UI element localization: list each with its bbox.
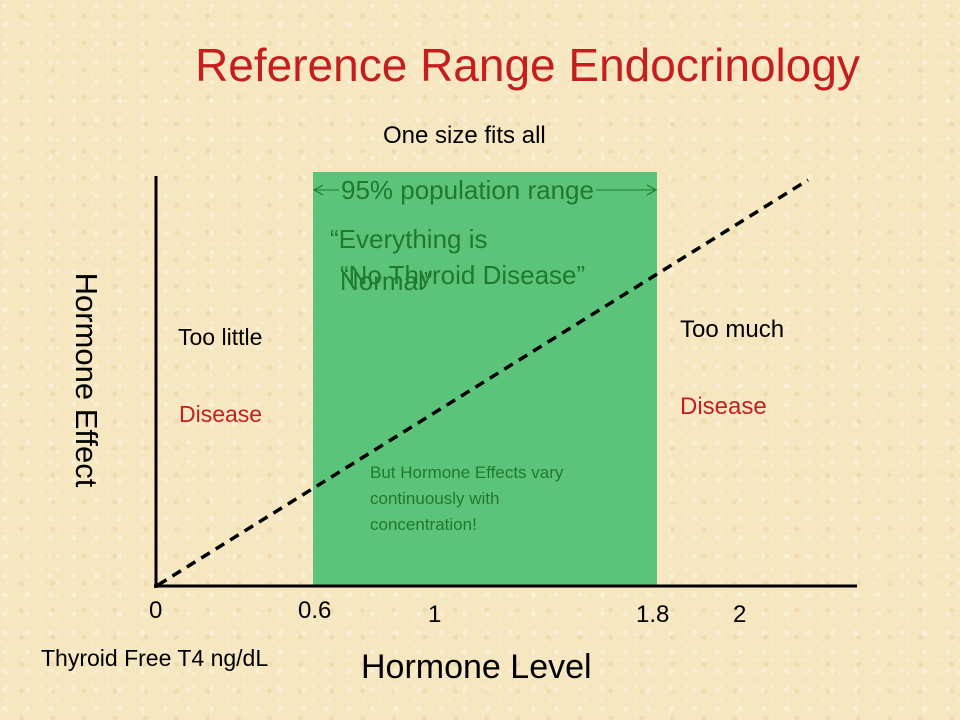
too-much-label: Too much (680, 316, 785, 343)
too-little-label: Too little (178, 324, 263, 350)
x-tick-label: 2 (733, 601, 747, 628)
note-line: concentration! (370, 515, 477, 534)
normal-range-band (313, 172, 657, 586)
everything-normal-line2: Normal” (340, 266, 433, 296)
range-label: 95% population range (339, 175, 596, 206)
x-units-label: Thyroid Free T4 ng/dL (41, 645, 269, 671)
note-line: But Hormone Effects vary (370, 463, 564, 482)
x-tick-label: 1 (428, 601, 442, 628)
range-arrow-right-head (646, 184, 658, 196)
effect-trend-line (157, 178, 809, 587)
y-axis-title: Hormone Effect (69, 272, 104, 488)
range-arrow-left-head (312, 184, 324, 196)
continuous-effect-note: But Hormone Effects vary continuously wi… (370, 460, 563, 538)
x-tick-label: 0.6 (298, 597, 332, 624)
slide-subtitle: One size fits all (383, 122, 546, 149)
everything-normal-line1: “Everything is (330, 224, 488, 254)
too-little-disease-label: Disease (179, 401, 263, 427)
x-axis-title: Hormone Level (361, 648, 592, 686)
x-tick-label: 1.8 (636, 601, 670, 628)
slide-title: Reference Range Endocrinology (195, 39, 860, 91)
note-line: continuously with (370, 489, 500, 508)
too-much-disease-label: Disease (680, 393, 767, 420)
no-thyroid-disease-text: “No Thyroid Disease” (340, 260, 586, 290)
x-tick-label: 0 (149, 597, 163, 624)
